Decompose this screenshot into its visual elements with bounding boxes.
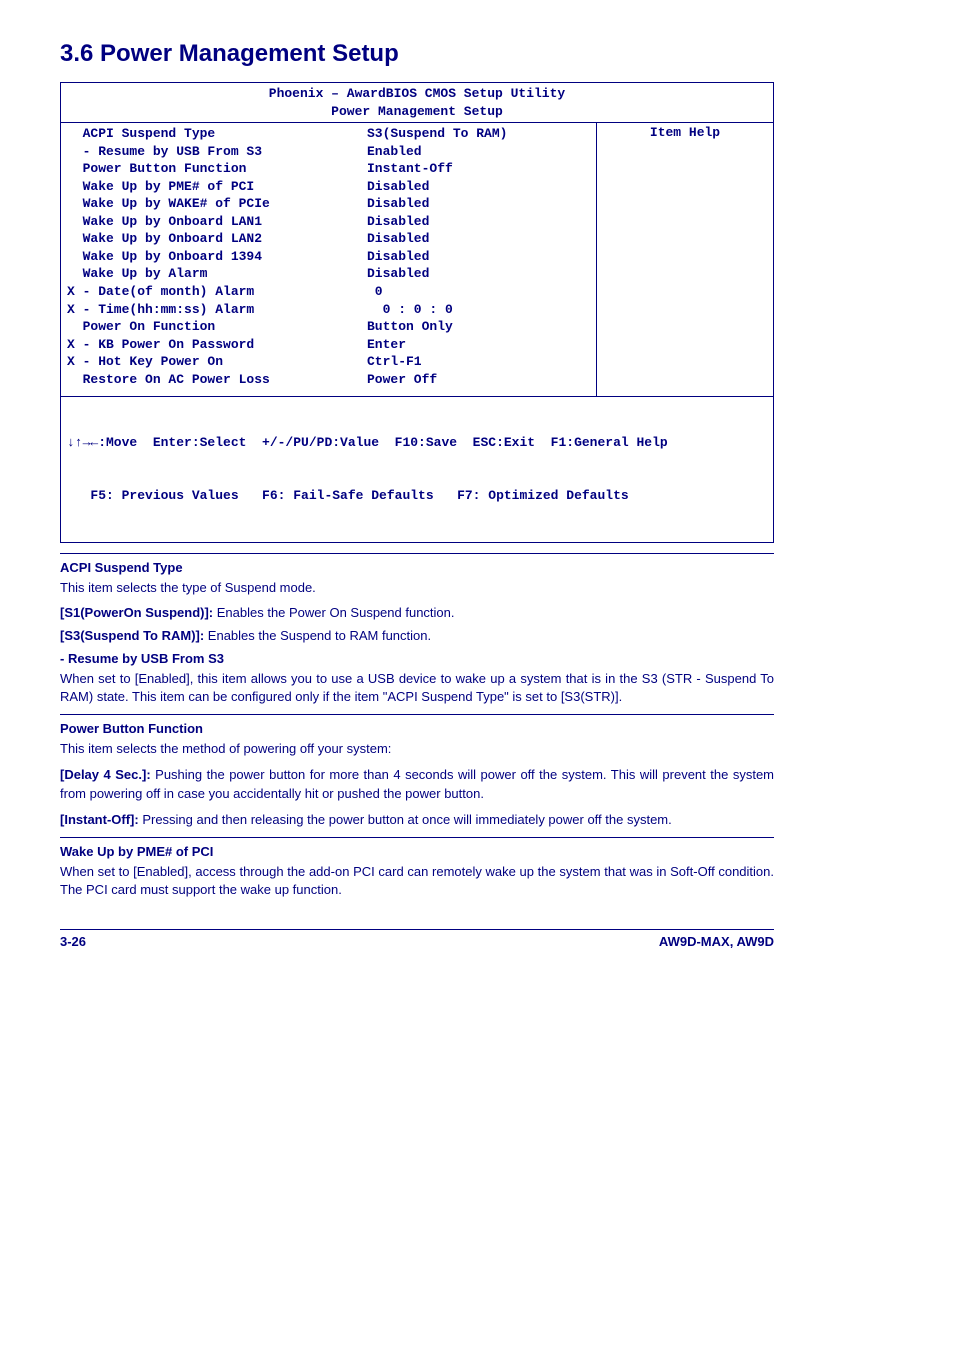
bios-label: X - Time(hh:mm:ss) Alarm	[67, 301, 367, 319]
option-paragraph: [Delay 4 Sec.]: Pushing the power button…	[60, 766, 774, 802]
bios-label: Wake Up by WAKE# of PCIe	[67, 195, 367, 213]
option-text: Pressing and then releasing the power bu…	[139, 812, 672, 827]
bios-value: Button Only	[367, 318, 590, 336]
bios-value: Disabled	[367, 230, 590, 248]
option-text: Enables the Power On Suspend function.	[213, 605, 454, 620]
section-heading: ACPI Suspend Type	[60, 560, 774, 575]
body-text: This item selects the type of Suspend mo…	[60, 579, 774, 597]
bios-label: Wake Up by Alarm	[67, 265, 367, 283]
option-text: Enables the Suspend to RAM function.	[204, 628, 431, 643]
bios-label: ACPI Suspend Type	[67, 125, 367, 143]
bios-help-title: Item Help	[601, 125, 769, 140]
product-name: AW9D-MAX, AW9D	[659, 934, 774, 949]
body-text: This item selects the method of powering…	[60, 740, 774, 758]
option-paragraph: [Instant-Off]: Pressing and then releasi…	[60, 811, 774, 829]
bios-footer: ↓↑→←:Move Enter:Select +/-/PU/PD:Value F…	[61, 396, 773, 541]
divider	[60, 553, 774, 554]
bios-header: Phoenix – AwardBIOS CMOS Setup Utility P…	[61, 83, 773, 123]
bios-label: X - KB Power On Password	[67, 336, 367, 354]
bios-value: 0	[367, 283, 590, 301]
bios-value: 0 : 0 : 0	[367, 301, 590, 319]
option-text: Pushing the power button for more than 4…	[60, 767, 774, 800]
body-text: When set to [Enabled], this item allows …	[60, 670, 774, 706]
bios-value: Instant-Off	[367, 160, 590, 178]
footer-divider	[60, 929, 774, 930]
bios-label: X - Hot Key Power On	[67, 353, 367, 371]
bios-value: Disabled	[367, 195, 590, 213]
section-heading: Power Button Function	[60, 721, 774, 736]
bios-footer-line1: ↓↑→←:Move Enter:Select +/-/PU/PD:Value F…	[67, 434, 767, 452]
bios-settings-panel: ACPI Suspend TypeS3(Suspend To RAM) - Re…	[61, 123, 596, 396]
bios-value: Disabled	[367, 248, 590, 266]
bios-value: Enabled	[367, 143, 590, 161]
bios-value: Disabled	[367, 213, 590, 231]
bios-value: Enter	[367, 336, 590, 354]
section-heading: Wake Up by PME# of PCI	[60, 844, 774, 859]
bios-label: - Resume by USB From S3	[67, 143, 367, 161]
page-number: 3-26	[60, 934, 86, 949]
option-label: [S1(PowerOn Suspend)]:	[60, 605, 213, 620]
body-text: When set to [Enabled], access through th…	[60, 863, 774, 899]
section-heading: - Resume by USB From S3	[60, 651, 774, 666]
page-footer: 3-26 AW9D-MAX, AW9D	[60, 934, 774, 949]
bios-label: X - Date(of month) Alarm	[67, 283, 367, 301]
option-label: [Delay 4 Sec.]:	[60, 767, 151, 782]
bios-label: Power On Function	[67, 318, 367, 336]
divider	[60, 714, 774, 715]
bios-label: Wake Up by Onboard 1394	[67, 248, 367, 266]
bios-label: Wake Up by Onboard LAN2	[67, 230, 367, 248]
option-label: [Instant-Off]:	[60, 812, 139, 827]
bios-label: Power Button Function	[67, 160, 367, 178]
option-line: [S3(Suspend To RAM)]: Enables the Suspen…	[60, 628, 774, 643]
bios-label: Wake Up by PME# of PCI	[67, 178, 367, 196]
bios-table: Phoenix – AwardBIOS CMOS Setup Utility P…	[60, 82, 774, 543]
bios-header-line2: Power Management Setup	[61, 103, 773, 121]
bios-label: Wake Up by Onboard LAN1	[67, 213, 367, 231]
bios-header-line1: Phoenix – AwardBIOS CMOS Setup Utility	[61, 85, 773, 103]
divider	[60, 837, 774, 838]
bios-value: Ctrl-F1	[367, 353, 590, 371]
option-label: [S3(Suspend To RAM)]:	[60, 628, 204, 643]
bios-value: Power Off	[367, 371, 590, 389]
page-title: 3.6 Power Management Setup	[60, 40, 774, 68]
bios-value: Disabled	[367, 265, 590, 283]
bios-value: S3(Suspend To RAM)	[367, 125, 590, 143]
bios-value: Disabled	[367, 178, 590, 196]
option-line: [S1(PowerOn Suspend)]: Enables the Power…	[60, 605, 774, 620]
bios-footer-line2: F5: Previous Values F6: Fail-Safe Defaul…	[67, 487, 767, 505]
bios-help-panel: Item Help	[596, 123, 773, 396]
bios-label: Restore On AC Power Loss	[67, 371, 367, 389]
